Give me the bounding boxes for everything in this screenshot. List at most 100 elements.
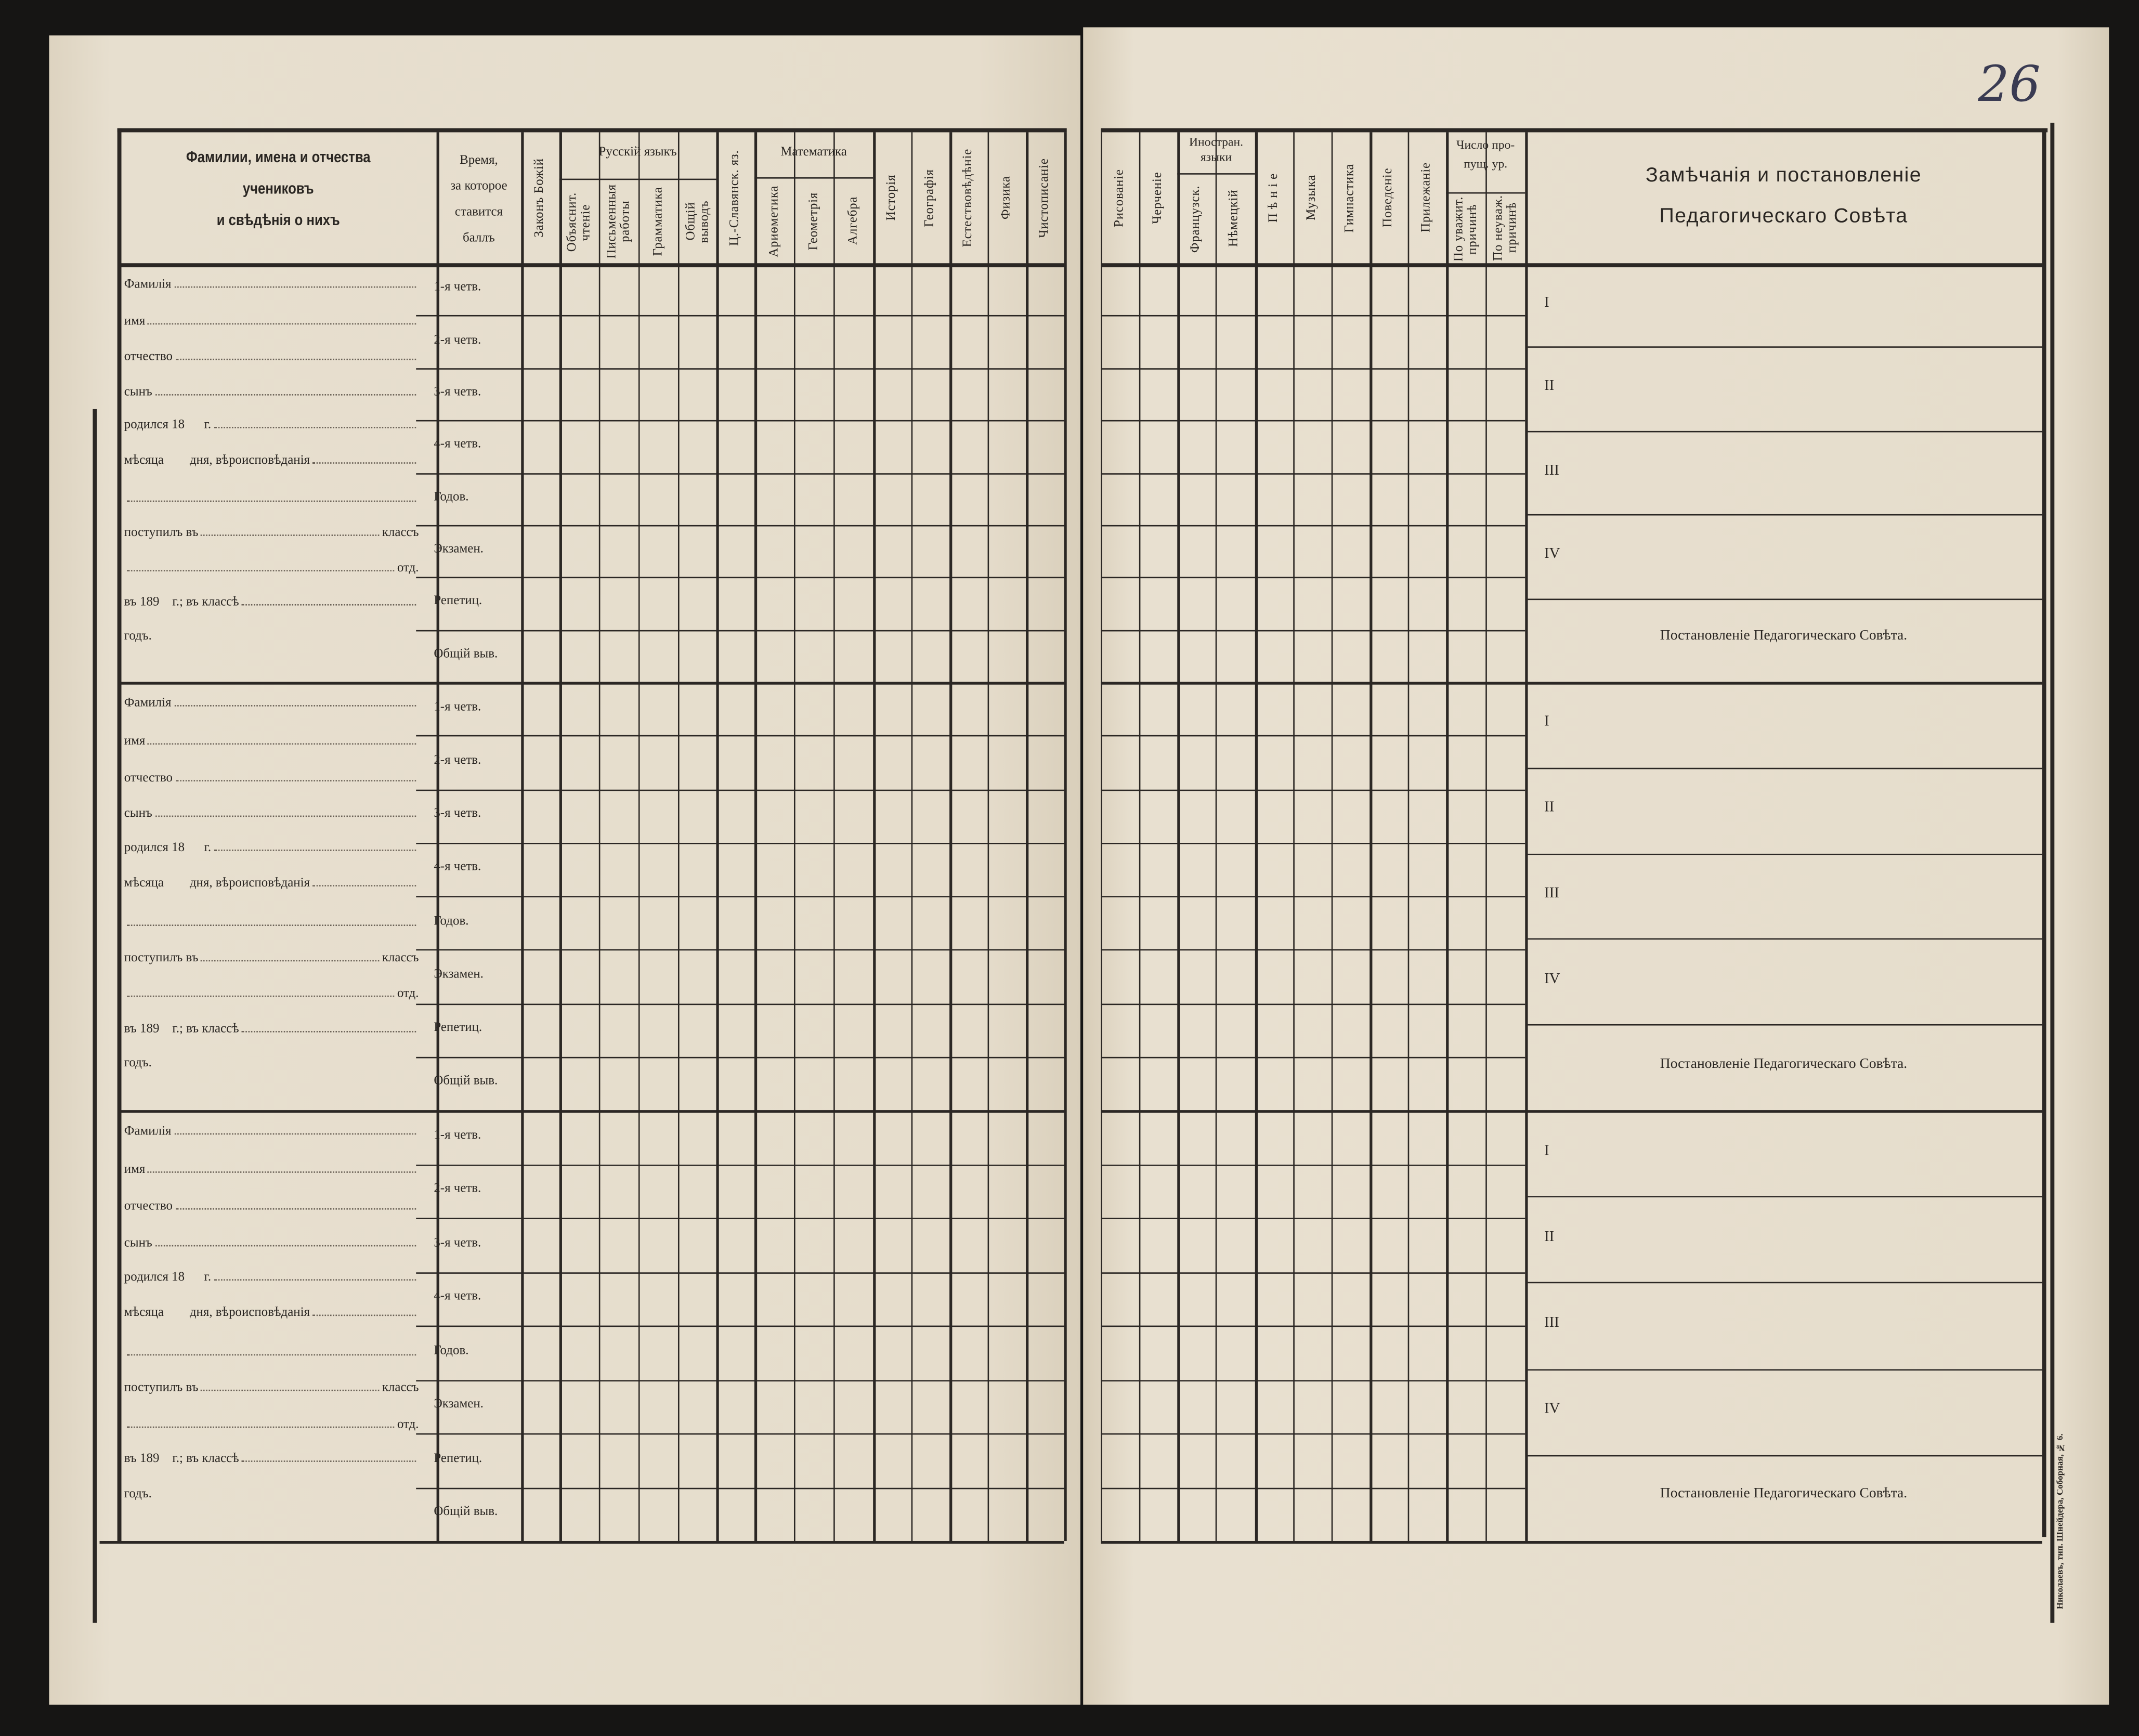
remarks-section-number: IV: [1544, 1401, 1560, 1417]
form-blank: [127, 491, 416, 502]
form-label: поступилъ въ: [124, 951, 199, 965]
form-suffix: классъ: [382, 951, 419, 965]
time-column-header: Время, за которое ставится баллъ: [450, 154, 507, 246]
header-math-sub-label: Алгебра: [846, 197, 860, 245]
header-church-slavonic: Ц.-Славянск. яз.: [716, 132, 754, 263]
form-blank: [127, 560, 395, 572]
period-row-rule: [416, 525, 1064, 526]
column-rule: [754, 132, 757, 1541]
student-form-field: [124, 915, 419, 926]
form-blank: [214, 417, 416, 428]
remarks-header: Замѣчанія и постановленіе Педагогическаго…: [1525, 155, 2042, 237]
header-russian-sub: Объяснит. чтеніе: [559, 180, 599, 263]
period-row-rule: [416, 842, 1064, 844]
remarks-section-number: IV: [1544, 545, 1560, 562]
form-label: поступилъ въ: [124, 1381, 199, 1395]
remarks-section-rule: [1528, 430, 2042, 432]
form-label: въ 189 г.; въ классѣ: [124, 1022, 239, 1036]
student-form-field: [124, 491, 419, 502]
student-form-field: отд.: [124, 560, 419, 576]
header-subject: Исторія: [873, 132, 911, 263]
form-suffix: отд.: [397, 1417, 419, 1432]
form-label: годъ.: [124, 1487, 152, 1502]
header-subject: Поведеніе: [1370, 132, 1407, 263]
period-row-rule: [416, 1003, 1064, 1004]
header-subject-label: Гимнастика: [1344, 163, 1358, 232]
period-row-label: 4-я четв.: [434, 438, 481, 452]
period-row-label: Годов.: [434, 490, 469, 504]
header-drawing: Рисованіе: [1101, 132, 1139, 263]
form-label: родился 18 г.: [124, 419, 212, 433]
column-rule: [1370, 132, 1372, 1541]
period-row-rule: [1101, 315, 1525, 317]
period-row-rule: [416, 1433, 1064, 1434]
period-row-rule: [1101, 420, 1525, 422]
form-label: въ 189 г.; въ классѣ: [124, 596, 239, 610]
form-blank: [148, 734, 416, 745]
column-rule: [1331, 132, 1333, 1541]
remarks-section-rule: [1528, 1024, 2042, 1026]
header-russian-sub-label: Объяснит. чтеніе: [565, 191, 593, 252]
council-decision-label: Постановленіе Педагогическаго Совѣта.: [1660, 1487, 1908, 1502]
right-page: [1083, 27, 2109, 1705]
student-form-field: [124, 1345, 419, 1356]
printer-imprint: Николаевъ, тип. Шнейдера, Соборная, № 6.: [2055, 1433, 2066, 1610]
period-row-rule: [1101, 472, 1525, 474]
column-rule: [677, 132, 680, 1541]
form-blank: [201, 1380, 380, 1391]
column-rule: [949, 132, 952, 1541]
remarks-section-rule: [1528, 1196, 2042, 1197]
form-blank: [174, 277, 416, 288]
header-absence-sub-label: По неуваж. причинѣ: [1492, 195, 1519, 262]
period-row-label: 4-я четв.: [434, 1290, 481, 1304]
form-label: родился 18 г.: [124, 1270, 212, 1284]
period-row-rule: [1101, 1164, 1525, 1165]
header-math-sub: Геометрія: [794, 179, 833, 264]
form-label: въ 189 г.; въ классѣ: [124, 1453, 239, 1467]
column-rule: [638, 132, 640, 1541]
form-blank: [201, 950, 380, 961]
period-row-label: 3-я четв.: [434, 1236, 481, 1250]
header-absence-sub-label: По уважит. причинѣ: [1452, 195, 1480, 262]
period-row-rule: [1101, 896, 1525, 897]
period-row-rule: [416, 1379, 1064, 1381]
header-absence-group: Число про- пущ. ур.: [1456, 137, 1515, 171]
period-row-rule: [1101, 1271, 1525, 1273]
student-form-field: въ 189 г.; въ классѣ: [124, 1452, 419, 1467]
form-blank: [241, 1452, 416, 1463]
remarks-header-line: Педагогическаго Совѣта: [1659, 204, 1908, 228]
period-row-label: Общій выв.: [434, 1506, 498, 1520]
form-blank: [127, 915, 416, 926]
right-border: [2042, 128, 2046, 1537]
period-row-label: Общій выв.: [434, 647, 498, 661]
period-row-rule: [416, 1271, 1064, 1273]
column-rule: [833, 132, 835, 1541]
period-row-rule: [416, 1056, 1064, 1058]
remarks-section-rule: [1528, 767, 2042, 769]
header-drafting-label: Черченіе: [1151, 172, 1165, 224]
remarks-section-number: I: [1544, 294, 1549, 311]
period-row-label: 1-я четв.: [434, 700, 481, 714]
period-row-label: Годов.: [434, 1344, 469, 1358]
student-form-field: поступилъ въ классъ: [124, 1380, 419, 1395]
period-row-rule: [416, 896, 1064, 897]
period-row-rule: [1101, 629, 1525, 631]
student-form-field: отчество: [124, 770, 419, 785]
header-subject-label: Музыка: [1305, 175, 1320, 221]
period-row-rule: [1101, 1487, 1525, 1489]
student-form-field: мѣсяца дня, вѣроисповѣданія: [124, 876, 419, 891]
form-label: отчество: [124, 1200, 173, 1214]
period-row-rule: [1101, 1325, 1525, 1327]
student-form-field: родился 18 г.: [124, 840, 419, 855]
header-russian-sub-label: Письменныя работы: [605, 184, 633, 259]
period-row-label: Репетиц.: [434, 1021, 482, 1036]
student-form-field: отд.: [124, 986, 419, 1001]
header-drafting: Черченіе: [1139, 132, 1177, 263]
form-label: имя: [124, 315, 146, 329]
form-label: мѣсяца дня, вѣроисповѣданія: [124, 877, 310, 891]
student-form-field: Фамилія: [124, 277, 419, 292]
column-rule: [1139, 132, 1140, 1541]
period-row-label: Экзамен.: [434, 543, 484, 557]
student-block-divider: [1101, 682, 2042, 685]
period-row-label: 4-я четв.: [434, 861, 481, 875]
